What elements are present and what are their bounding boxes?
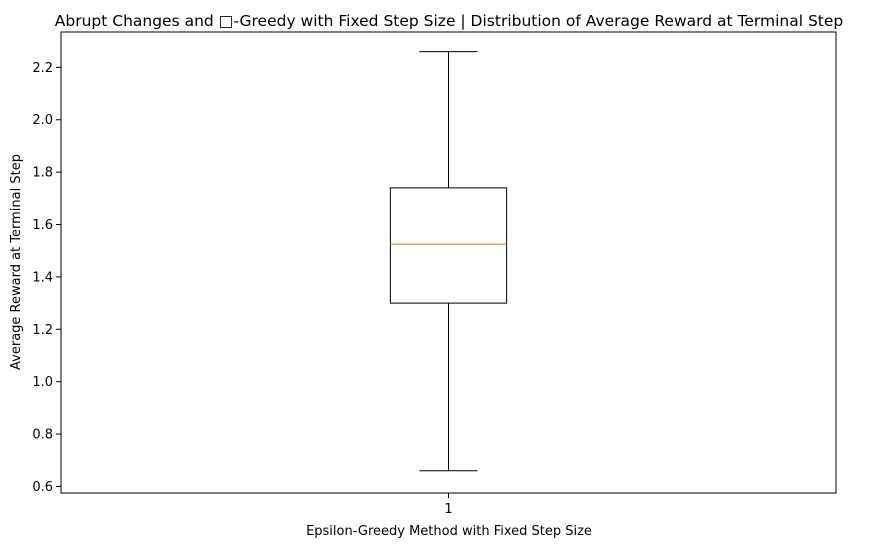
y-tick-label: 1.0 xyxy=(32,375,53,390)
y-tick-label: 0.6 xyxy=(32,480,53,495)
y-axis: 0.6 0.8 1.0 1.2 1.4 1.6 1.8 2.0 2.2 xyxy=(32,61,61,495)
y-tick-label: 1.2 xyxy=(32,323,53,338)
y-axis-label: Average Reward at Terminal Step xyxy=(9,154,24,370)
y-tick-label: 1.6 xyxy=(32,218,53,233)
y-tick-label: 1.4 xyxy=(32,270,53,285)
y-tick-label: 1.8 xyxy=(32,166,53,181)
y-tick-label: 0.8 xyxy=(32,428,53,443)
box-plot xyxy=(389,51,508,472)
x-axis-label: Epsilon-Greedy Method with Fixed Step Si… xyxy=(306,524,592,539)
y-tick-label: 2.2 xyxy=(32,61,53,76)
chart-title: Abrupt Changes and □-Greedy with Fixed S… xyxy=(55,12,843,30)
box xyxy=(389,187,508,304)
x-axis: 1 xyxy=(444,493,453,517)
y-tick-label: 2.0 xyxy=(32,113,53,128)
x-tick-label: 1 xyxy=(444,502,452,517)
